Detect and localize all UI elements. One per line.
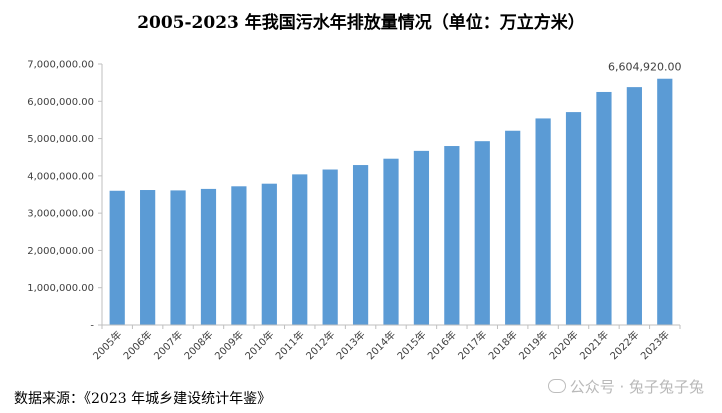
x-tick-label: 2022年 [607,328,641,362]
bar [231,186,247,325]
x-tick-label: 2015年 [394,328,428,362]
bar [535,118,551,326]
y-tick-label: 1,000,000.00 [27,283,94,294]
source-note: 数据来源：《2023 年城乡建设统计年鉴》 [14,391,272,407]
bar-series [109,78,673,326]
data-label: 6,604,920.00 [608,61,681,74]
wechat-icon [547,379,566,393]
bar [474,141,490,325]
x-tick-label: 2023年 [638,328,672,362]
x-tick-label: 2012年 [303,328,337,362]
x-tick-label: 2006年 [120,328,154,362]
x-tick-label: 2008年 [181,328,215,362]
x-tick-label: 2011年 [273,328,307,362]
x-axis: 2005年2006年2007年2008年2009年2010年2011年2012年… [90,324,681,362]
bar [383,158,399,325]
y-axis: - 1,000,000.00 2,000,000.00 3,000,000.00 4,0… [27,60,103,332]
bar [292,174,308,325]
data-labels: 6,604,920.00 [608,61,681,74]
x-tick-label: 2020年 [546,328,580,362]
x-tick-label: 2016年 [425,328,459,362]
bar [200,188,217,325]
y-tick-label: 5,000,000.00 [27,134,94,145]
bar [626,87,642,325]
x-tick-label: 2021年 [577,328,611,362]
bar [170,190,186,325]
y-tick-label: 7,000,000.00 [27,60,94,71]
x-tick-label: 2005年 [90,328,124,362]
x-tick-label: 2017年 [455,328,489,362]
y-tick-label: 2,000,000.00 [27,246,94,257]
chart-title: 2005-2023 年我国污水年排放量情况（单位：万立方米） [137,13,585,33]
bar [444,146,460,325]
x-tick-label: 2009年 [212,328,246,362]
bar [657,78,673,326]
y-tick-label: 3,000,000.00 [27,209,94,220]
watermark: 公众号 · 兔子兔子兔 [547,376,704,397]
bar [596,91,612,325]
x-tick-label: 2007年 [151,328,185,362]
x-tick-label: 2010年 [242,328,276,362]
watermark-text: 公众号 · 兔子兔子兔 [569,378,704,396]
bar [109,190,125,325]
x-tick-label: 2018年 [486,328,520,362]
x-tick-label: 2014年 [364,328,398,362]
bar [140,190,156,325]
bar [352,165,369,325]
bar [565,112,582,325]
y-tick-label: 6,000,000.00 [27,97,94,108]
x-tick-label: 2019年 [516,328,550,362]
x-tick-label: 2013年 [333,328,367,362]
bar [505,130,521,325]
bar [322,169,338,325]
bar [261,183,277,325]
y-tick-label: 4,000,000.00 [27,171,94,182]
bar [413,150,430,325]
y-tick-label: - [90,321,94,332]
